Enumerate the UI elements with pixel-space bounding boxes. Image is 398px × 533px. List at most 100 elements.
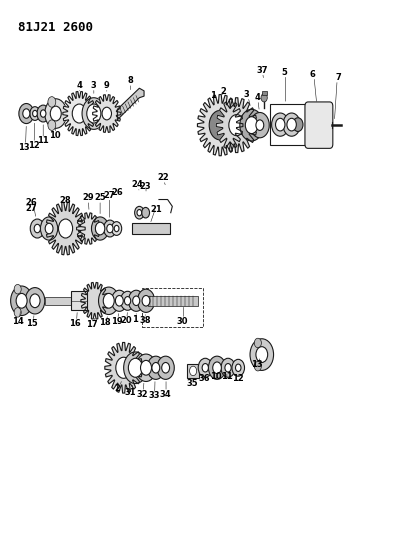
Polygon shape (105, 343, 142, 393)
Circle shape (14, 285, 21, 294)
Circle shape (48, 96, 56, 107)
Circle shape (11, 286, 33, 316)
Bar (269, 104, 305, 145)
Text: 28: 28 (59, 196, 70, 205)
Text: 6: 6 (310, 70, 316, 79)
Text: 14: 14 (12, 317, 23, 326)
Polygon shape (216, 98, 257, 152)
Circle shape (254, 361, 261, 371)
Bar (132, 223, 170, 234)
Circle shape (142, 295, 150, 306)
Circle shape (16, 293, 27, 308)
Bar (187, 364, 199, 378)
Circle shape (99, 287, 119, 314)
Circle shape (30, 219, 44, 238)
Text: 4: 4 (255, 93, 261, 102)
Polygon shape (76, 213, 100, 244)
Circle shape (209, 110, 231, 140)
Text: 18: 18 (99, 318, 111, 327)
Text: 35: 35 (186, 379, 198, 388)
Text: 3: 3 (91, 81, 97, 90)
Text: 37: 37 (256, 66, 267, 75)
Circle shape (287, 118, 297, 131)
Text: 22: 22 (157, 173, 169, 182)
Circle shape (92, 217, 109, 240)
Text: 10: 10 (49, 131, 61, 140)
Text: 32: 32 (136, 390, 148, 399)
Text: 12: 12 (28, 141, 40, 150)
Circle shape (115, 295, 123, 306)
Text: 9: 9 (104, 81, 110, 90)
Text: 27: 27 (104, 191, 115, 200)
Circle shape (202, 364, 209, 372)
Text: 23: 23 (140, 182, 152, 191)
Text: 5: 5 (282, 68, 287, 77)
Circle shape (72, 104, 86, 123)
Circle shape (41, 110, 46, 117)
Text: 81J21 2600: 81J21 2600 (18, 21, 94, 34)
Circle shape (129, 290, 144, 311)
Circle shape (14, 308, 21, 317)
Circle shape (59, 219, 72, 238)
Circle shape (254, 338, 261, 348)
Text: 3: 3 (243, 90, 249, 99)
Circle shape (103, 220, 116, 237)
Bar (71, 292, 87, 310)
Circle shape (137, 289, 155, 312)
Bar (262, 91, 267, 95)
Circle shape (30, 107, 40, 120)
Circle shape (198, 358, 213, 377)
Circle shape (136, 354, 156, 382)
Circle shape (162, 362, 170, 373)
Circle shape (256, 346, 268, 362)
Circle shape (25, 288, 45, 314)
Circle shape (256, 120, 264, 131)
Bar (148, 295, 198, 306)
Circle shape (37, 105, 49, 122)
Circle shape (107, 224, 113, 233)
Text: 31: 31 (125, 387, 136, 397)
Polygon shape (117, 88, 144, 120)
Text: 8: 8 (127, 76, 133, 85)
Text: 2: 2 (220, 87, 226, 96)
Circle shape (125, 296, 131, 305)
Text: 11: 11 (220, 372, 232, 381)
Circle shape (250, 112, 269, 138)
Text: 2: 2 (115, 384, 121, 393)
Circle shape (96, 222, 105, 235)
Circle shape (50, 106, 61, 121)
Circle shape (48, 120, 56, 131)
Circle shape (283, 113, 300, 136)
Circle shape (30, 294, 40, 308)
Polygon shape (81, 282, 108, 319)
Circle shape (102, 107, 111, 120)
FancyBboxPatch shape (305, 102, 333, 148)
Circle shape (142, 207, 150, 218)
Circle shape (271, 113, 289, 136)
Circle shape (111, 290, 127, 311)
Circle shape (229, 115, 244, 136)
Text: 33: 33 (148, 391, 160, 400)
Text: 34: 34 (160, 390, 172, 399)
Circle shape (157, 356, 174, 379)
Text: 17: 17 (86, 320, 98, 329)
Circle shape (293, 118, 303, 132)
Text: 25: 25 (94, 193, 106, 203)
Circle shape (225, 364, 231, 372)
Circle shape (114, 225, 119, 232)
Bar (45, 296, 92, 305)
Text: 16: 16 (70, 319, 81, 328)
Text: 7: 7 (336, 73, 341, 82)
Circle shape (87, 104, 101, 123)
Circle shape (240, 109, 263, 141)
Text: 29: 29 (82, 193, 94, 203)
Circle shape (261, 93, 267, 102)
Circle shape (232, 359, 244, 376)
Circle shape (19, 103, 34, 124)
Text: 26: 26 (111, 188, 123, 197)
Circle shape (275, 118, 285, 131)
Circle shape (34, 224, 41, 233)
Circle shape (152, 362, 160, 373)
Circle shape (41, 217, 58, 240)
Text: 11: 11 (37, 136, 49, 146)
